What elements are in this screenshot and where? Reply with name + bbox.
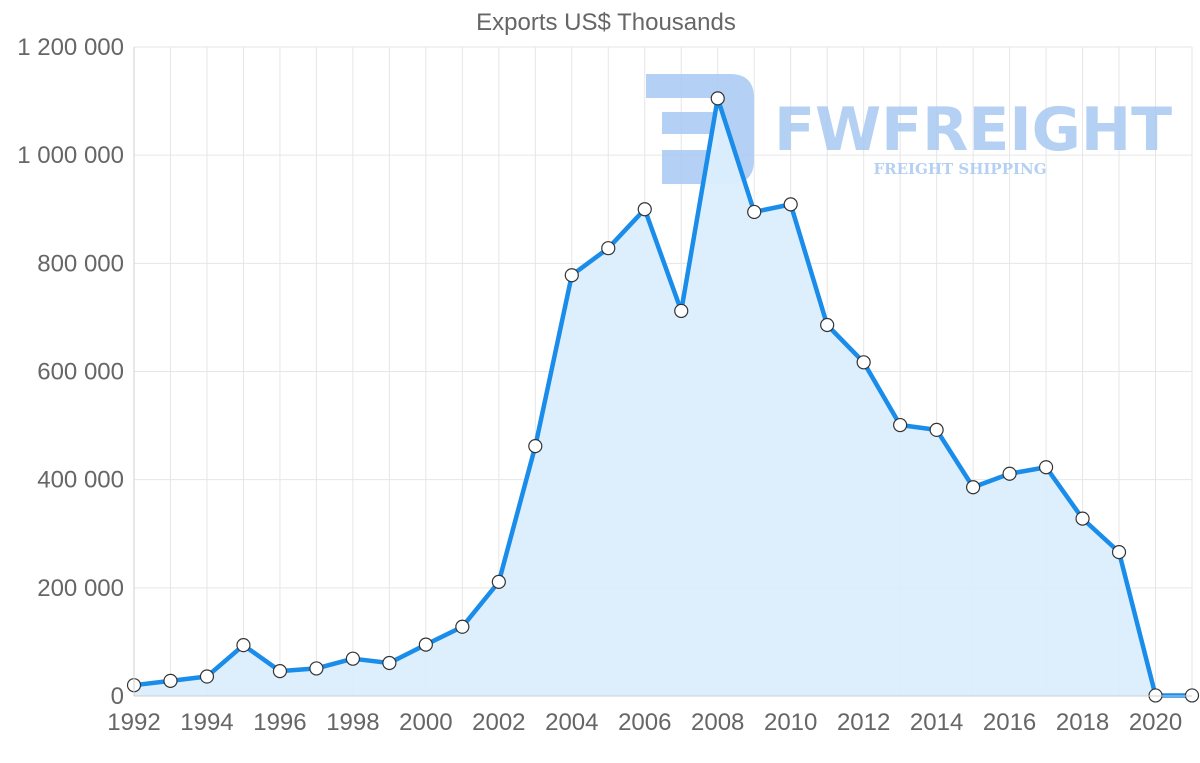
x-tick-label: 2010 (764, 709, 817, 736)
x-tick-label: 1998 (326, 709, 379, 736)
y-tick-labels: 0 200 000 400 000 600 000 800 000 1 000 000 1 … (17, 34, 124, 710)
data-point-2015 (966, 480, 981, 495)
y-tick-label: 200 000 (37, 575, 124, 602)
data-point-2014 (929, 422, 944, 438)
data-point-1995 (236, 638, 251, 653)
x-tick-label: 2014 (910, 709, 963, 736)
data-point-2002 (491, 574, 506, 589)
watermark-tagline: FREIGHT SHIPPING (873, 160, 1046, 178)
data-point-2012 (856, 355, 871, 370)
data-point-1999 (382, 655, 397, 671)
chart-title: Exports US$ Thousands (476, 9, 736, 36)
x-tick-label: 2004 (545, 709, 598, 736)
data-point-2017 (1038, 460, 1054, 475)
area-fill (134, 98, 1192, 696)
data-point-2010 (783, 197, 798, 212)
data-point-2020 (1148, 688, 1163, 703)
y-tick-label: 1 200 000 (17, 34, 124, 61)
data-point-2005 (601, 241, 616, 256)
y-tick-label: 400 000 (37, 467, 124, 494)
x-tick-label: 1996 (253, 709, 306, 736)
data-point-2016 (1002, 466, 1017, 481)
y-tick-label: 800 000 (37, 250, 124, 277)
x-tick-label: 1994 (180, 709, 233, 736)
data-points (126, 91, 1200, 703)
y-tick-label: 1 000 000 (17, 142, 124, 169)
x-tick-label: 2020 (1129, 709, 1182, 736)
x-tick-label: 2018 (1056, 709, 1109, 736)
axes (133, 47, 1192, 697)
x-tick-label: 2000 (399, 709, 452, 736)
data-point-2013 (893, 417, 908, 433)
x-tick-label: 2002 (472, 709, 525, 736)
data-point-2007 (674, 303, 689, 319)
data-point-2011 (820, 317, 835, 333)
data-point-2019 (1111, 545, 1127, 560)
data-point-1996 (272, 664, 288, 679)
x-tick-label: 2006 (618, 709, 671, 736)
data-point-1994 (199, 669, 215, 684)
x-tick-label: 2016 (983, 709, 1036, 736)
x-tick-label: 2012 (837, 709, 890, 736)
data-point-2009 (747, 204, 762, 220)
data-point-2018 (1075, 511, 1090, 526)
y-tick-label: 0 (111, 683, 124, 710)
data-point-2021 (1184, 688, 1200, 703)
data-point-1997 (309, 661, 324, 676)
y-tick-label: 600 000 (37, 359, 124, 386)
watermark-brand: FWFREIGHT (774, 95, 1172, 165)
x-tick-label: 1992 (107, 709, 160, 736)
data-point-2008 (710, 91, 725, 106)
data-point-2006 (637, 202, 652, 217)
data-point-2003 (528, 439, 543, 454)
x-tick-labels: 1992 1994 1996 1998 2000 2002 2004 2006 2008 2010… (107, 709, 1182, 736)
data-point-2004 (564, 268, 579, 283)
watermark: FWFREIGHT FREIGHT SHIPPING (646, 74, 1172, 184)
data-point-2000 (418, 637, 433, 652)
data-point-1993 (163, 673, 178, 688)
data-point-1998 (345, 651, 360, 666)
data-point-2001 (455, 619, 470, 634)
x-tick-label: 2008 (691, 709, 744, 736)
